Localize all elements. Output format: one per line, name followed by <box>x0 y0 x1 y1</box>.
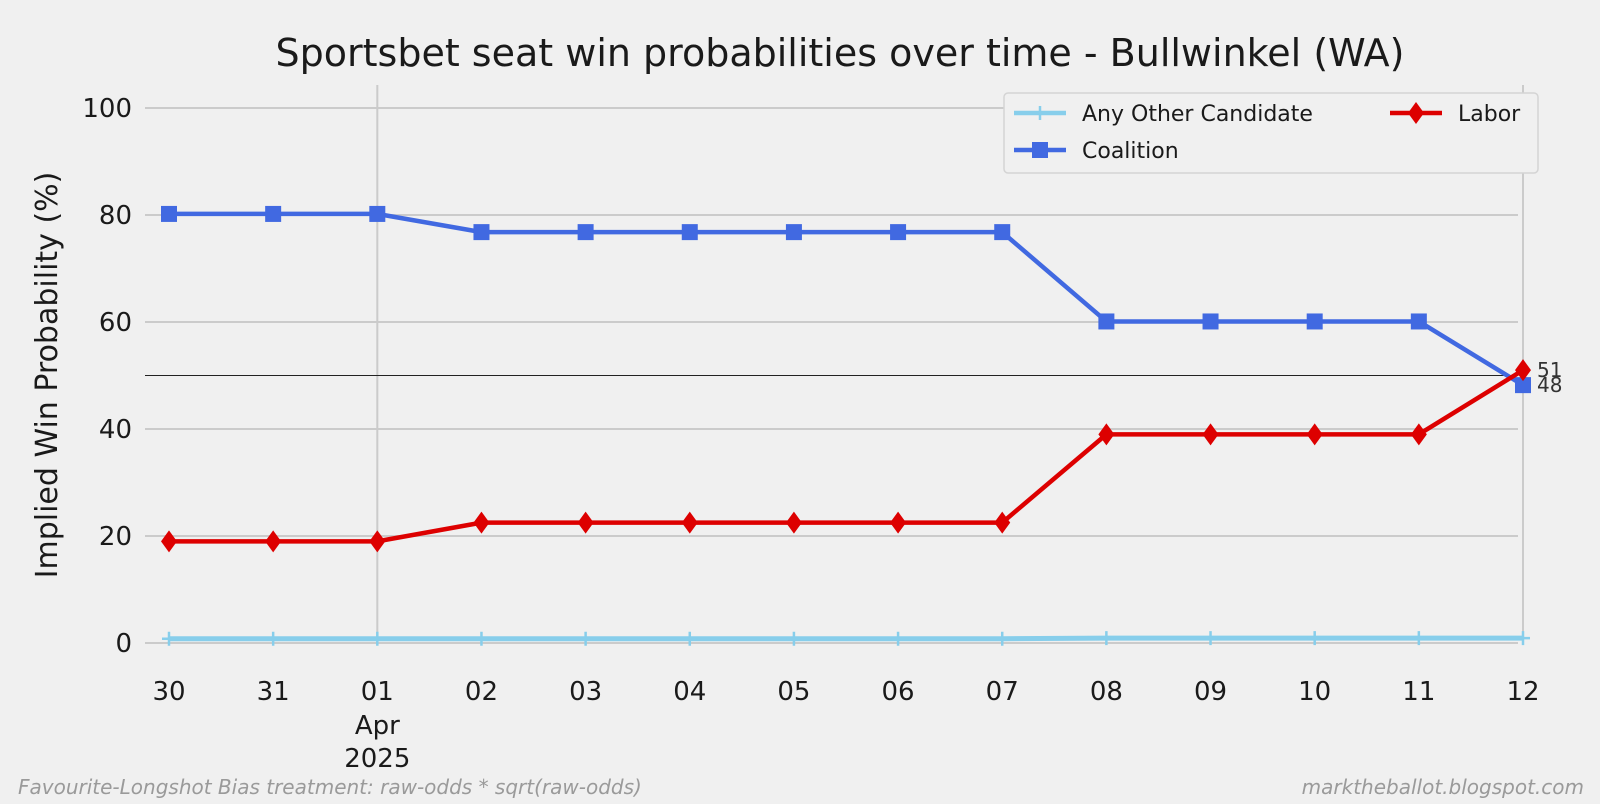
y-tick-label: 40 <box>99 415 132 445</box>
x-tick-label: 06 <box>882 677 915 707</box>
x-tick-sublabel: 2025 <box>344 744 410 774</box>
labor-line <box>169 368 1525 544</box>
end-label-labor: 51 <box>1537 358 1562 382</box>
coalition-point <box>1410 313 1427 330</box>
any-other-candidate-point <box>266 631 281 646</box>
y-tick-label: 100 <box>82 94 132 124</box>
x-tick-label: 12 <box>1506 677 1539 707</box>
any-other-candidate-line <box>169 635 1523 642</box>
labor-point <box>369 530 386 553</box>
any-other-candidate-point <box>1516 631 1530 646</box>
coalition-point <box>577 224 594 241</box>
footer-left: Favourite-Longshot Bias treatment: raw-o… <box>18 775 642 799</box>
series-labor <box>161 359 1531 553</box>
any-other-candidate-point <box>1307 631 1322 646</box>
x-tick-label: 11 <box>1402 677 1435 707</box>
footer-right: marktheballot.blogspot.com <box>1302 775 1584 799</box>
x-tick-label: 03 <box>569 677 602 707</box>
labor-point <box>1202 423 1219 446</box>
legend-label: Any Other Candidate <box>1082 102 1313 127</box>
coalition-point <box>1098 313 1115 330</box>
labor-point <box>1515 359 1531 382</box>
legend-item: Any Other Candidate <box>1014 102 1313 127</box>
coalition-point <box>785 224 802 241</box>
legend-swatch-marker <box>1408 102 1424 124</box>
any-other-candidate-point <box>1411 631 1426 646</box>
any-other-candidate-point <box>682 631 697 646</box>
labor-point <box>1098 423 1115 446</box>
any-other-candidate-point <box>1099 631 1114 646</box>
coalition-point <box>369 205 386 222</box>
any-other-candidate-point <box>162 631 176 646</box>
legend-swatch-marker <box>1033 106 1047 120</box>
labor-point <box>1306 423 1323 446</box>
legend-label: Coalition <box>1082 139 1179 164</box>
any-other-candidate-point <box>786 631 801 646</box>
series-any-other-candidate <box>162 631 1530 646</box>
y-tick-label: 80 <box>99 201 132 231</box>
labor-point <box>785 511 802 534</box>
x-tick-label: 31 <box>257 677 290 707</box>
y-axis-label: Implied Win Probability (%) <box>30 172 65 579</box>
x-tick-label: 01 <box>361 677 394 707</box>
chart-title: Sportsbet seat win probabilities over ti… <box>276 31 1405 75</box>
x-tick-label: 02 <box>465 677 498 707</box>
coalition-point <box>994 224 1011 241</box>
coalition-point <box>161 205 177 222</box>
x-tick-label: 07 <box>986 677 1019 707</box>
legend-label: Labor <box>1458 102 1521 127</box>
y-tick-label: 60 <box>99 308 132 338</box>
end-label-coalition: 48 <box>1537 373 1562 397</box>
legend-swatch-marker <box>1032 142 1048 158</box>
y-tick-label: 0 <box>115 629 132 659</box>
any-other-candidate-point <box>578 631 593 646</box>
labor-point <box>473 511 490 534</box>
legend-item: Coalition <box>1014 139 1179 164</box>
coalition-point <box>1515 377 1531 394</box>
labor-point <box>681 511 698 534</box>
coalition-point <box>1202 313 1219 330</box>
x-tick-label: 10 <box>1298 677 1331 707</box>
any-other-candidate-point <box>891 631 906 646</box>
x-tick-label: 05 <box>777 677 810 707</box>
coalition-point <box>473 224 490 241</box>
any-other-candidate-point <box>370 631 385 646</box>
coalition-point <box>265 205 282 222</box>
legend-item: Labor <box>1390 102 1521 127</box>
series-coalition <box>161 205 1531 394</box>
any-other-candidate-point <box>995 631 1010 646</box>
y-tick-label: 20 <box>99 522 132 552</box>
labor-point <box>577 511 594 534</box>
x-tick-label: 08 <box>1090 677 1123 707</box>
coalition-point <box>681 224 698 241</box>
labor-point <box>1410 423 1427 446</box>
coalition-line <box>169 211 1525 388</box>
any-other-candidate-point <box>474 631 489 646</box>
any-other-candidate-point <box>1203 631 1218 646</box>
labor-point <box>890 511 907 534</box>
labor-point <box>161 530 177 553</box>
legend: Any Other Candidate Coalition Labor <box>1003 92 1539 174</box>
labor-point <box>265 530 282 553</box>
x-tick-label: 30 <box>152 677 185 707</box>
x-tick-sublabel: Apr <box>355 711 400 741</box>
x-tick-label: 04 <box>673 677 706 707</box>
labor-point <box>994 511 1011 534</box>
x-tick-label: 09 <box>1194 677 1227 707</box>
coalition-point <box>890 224 907 241</box>
coalition-point <box>1306 313 1323 330</box>
